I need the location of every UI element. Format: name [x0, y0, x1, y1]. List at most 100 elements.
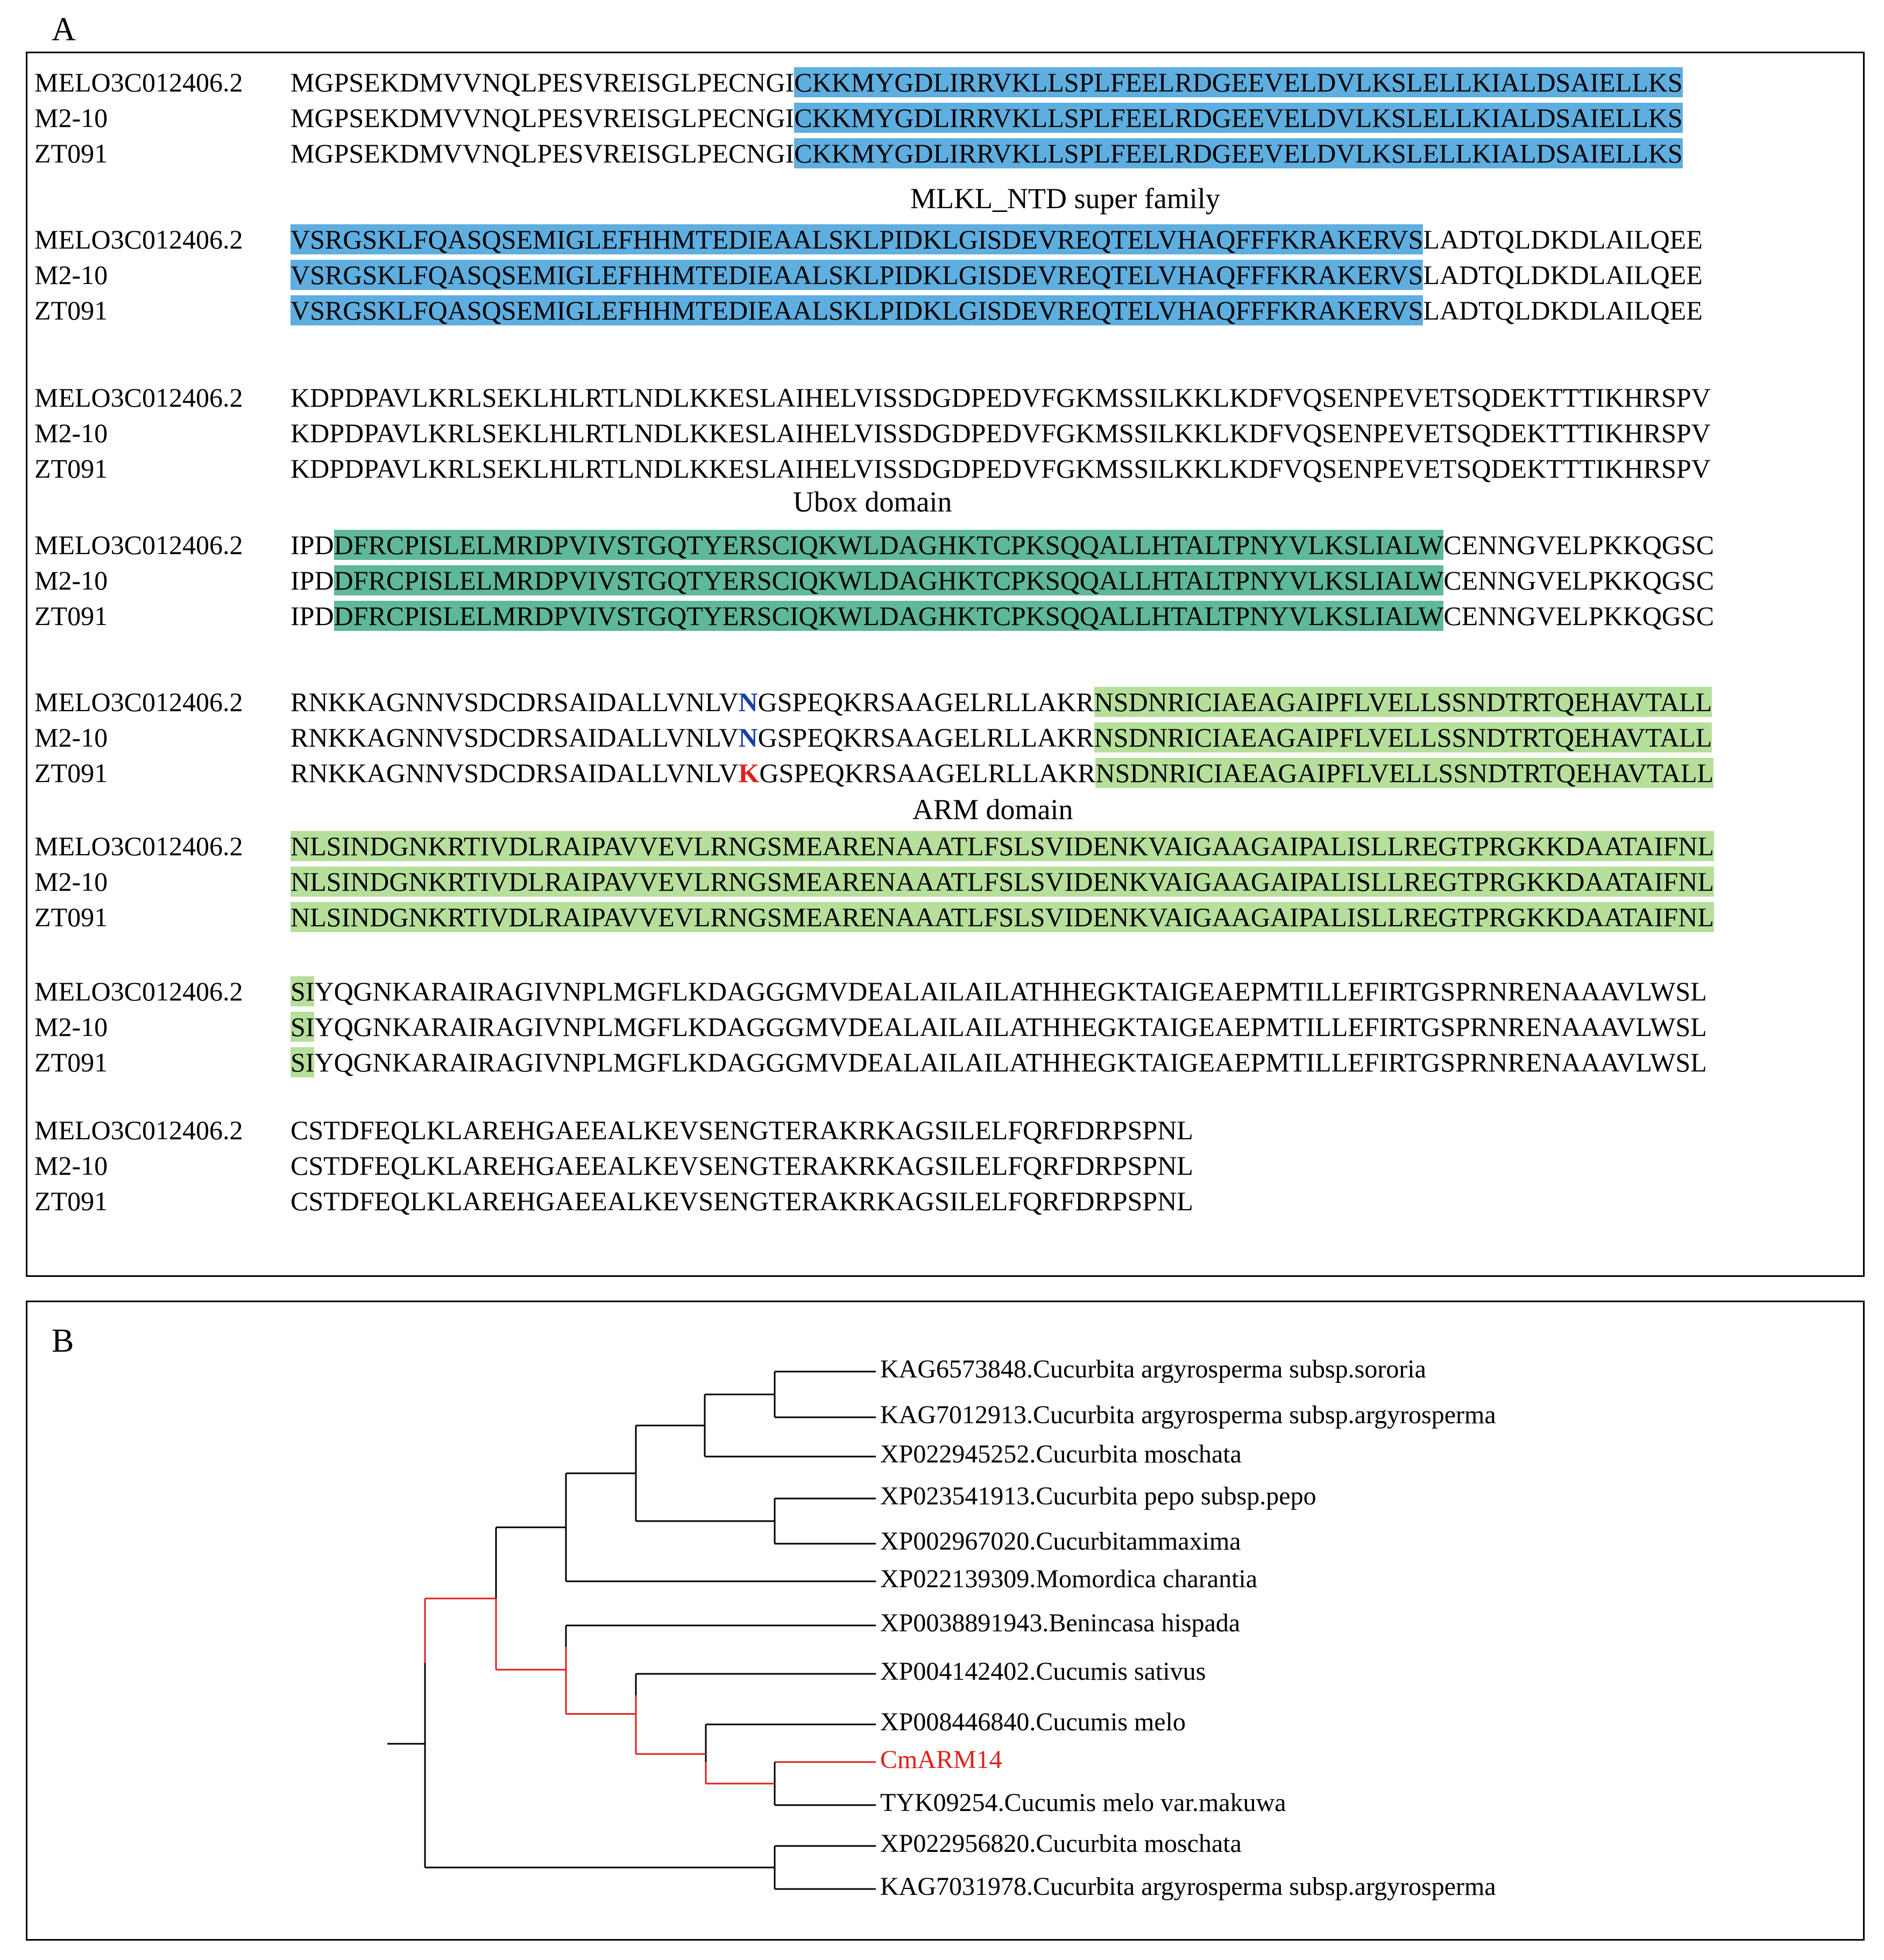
domain-label-arm: ARM domain: [912, 793, 1073, 826]
sequence-residues: VSRGSKLFQASQSEMIGLEFHHMTEDIEAALSKLPIDKLG…: [291, 222, 1703, 257]
sequence-segment-green: NLSINDGNKRTIVDLRAIPAVVEVLRNGSMEARENAAATL…: [291, 902, 1714, 932]
sequence-residues: CSTDFEQLKLAREHGAEEALKEVSENGTERAKRKAGSILE…: [291, 1148, 1193, 1183]
sequence-segment: RNKKAGNNVSDCDRSAIDALLVNLV: [291, 687, 739, 717]
sequence-residues: CSTDFEQLKLAREHGAEEALKEVSENGTERAKRKAGSILE…: [291, 1183, 1193, 1219]
sequence-segment: CSTDFEQLKLAREHGAEEALKEVSENGTERAKRKAGSILE…: [291, 1115, 1193, 1145]
sequence-name: M2-10: [34, 565, 108, 595]
domain-label-mlkl: MLKL_NTD super family: [910, 182, 1220, 215]
tree-leaf: XP023541913.Cucurbita pepo subsp.pepo: [880, 1482, 1316, 1510]
alignment-row: M2-10 MGPSEKDMVVNQLPESVREISGLPECNGICKKMYG…: [0, 100, 1884, 136]
alignment-row: M2-10 IPDDFRCPISLELMRDPVIVSTGQTYERSCIQKWL…: [0, 563, 1884, 598]
sequence-residues: KDPDPAVLKRLSEKLHLRTLNDLKKESLAIHELVISSDGD…: [291, 380, 1711, 415]
sequence-segment-green: NLSINDGNKRTIVDLRAIPAVVEVLRNGSMEARENAAATL…: [291, 867, 1714, 897]
alignment-row: M2-10 NLSINDGNKRTIVDLRAIPAVVEVLRNGSMEAREN…: [0, 864, 1884, 899]
sequence-name: ZT091: [34, 1186, 108, 1216]
sequence-residues: MGPSEKDMVVNQLPESVREISGLPECNGICKKMYGDLIRR…: [291, 65, 1683, 100]
sequence-residues: KDPDPAVLKRLSEKLHLRTLNDLKKESLAIHELVISSDGD…: [291, 451, 1711, 486]
sequence-segment-blue: CKKMYGDLIRRVKLLSPLFEELRDGEEVELDVLKSLELLK…: [794, 138, 1683, 168]
panel-a-frame: [26, 52, 1865, 1277]
tree-leaf: XP002967020.Cucurbitammaxima: [880, 1527, 1241, 1556]
sequence-segment-teal: DFRCPISLELMRDPVIVSTGQTYERSCIQKWLDAGHKTCP…: [334, 565, 1444, 595]
tree-leaf: KAG7012913.Cucurbita argyrosperma subsp.…: [880, 1401, 1496, 1429]
sequence-segment: LADTQLDKDLAILQEE: [1423, 295, 1703, 325]
sequence-segment: IPD: [291, 530, 334, 560]
alignment-row: M2-10 KDPDPAVLKRLSEKLHLRTLNDLKKESLAIHELVI…: [0, 415, 1884, 451]
sequence-name: M2-10: [34, 103, 108, 133]
sequence-segment: CSTDFEQLKLAREHGAEEALKEVSENGTERAKRKAGSILE…: [291, 1186, 1193, 1216]
alignment-row: ZT091 IPDDFRCPISLELMRDPVIVSTGQTYERSCIQKWL…: [0, 598, 1884, 634]
panel-a-label: A: [52, 11, 76, 48]
sequence-segment: LADTQLDKDLAILQEE: [1423, 224, 1703, 254]
sequence-segment: GSPEQKRSAAGELRLLAKR: [757, 687, 1094, 717]
sequence-name: M2-10: [34, 260, 108, 290]
sequence-residues: NLSINDGNKRTIVDLRAIPAVVEVLRNGSMEARENAAATL…: [291, 899, 1714, 935]
sequence-segment: GSPEQKRSAAGELRLLAKR: [757, 722, 1094, 752]
sequence-segment: RNKKAGNNVSDCDRSAIDALLVNLV: [291, 722, 739, 752]
alignment-row: M2-10 VSRGSKLFQASQSEMIGLEFHHMTEDIEAALSKLP…: [0, 257, 1884, 293]
sequence-segment: KDPDPAVLKRLSEKLHLRTLNDLKKESLAIHELVISSDGD…: [291, 453, 1711, 484]
sequence-segment: CSTDFEQLKLAREHGAEEALKEVSENGTERAKRKAGSILE…: [291, 1151, 1193, 1181]
sequence-segment-blue: VSRGSKLFQASQSEMIGLEFHHMTEDIEAALSKLPIDKLG…: [291, 260, 1423, 290]
sequence-name: ZT091: [34, 295, 108, 325]
sequence-name: MELO3C012406.2: [34, 530, 243, 560]
alignment-row: MELO3C012406.2 CSTDFEQLKLAREHGAEEALKEVSEN…: [0, 1112, 1884, 1148]
sequence-residues: VSRGSKLFQASQSEMIGLEFHHMTEDIEAALSKLPIDKLG…: [291, 293, 1703, 328]
sequence-segment: CENNGVELPKKQGSC: [1443, 565, 1715, 595]
sequence-name: ZT091: [34, 758, 108, 788]
sequence-segment-green: SI: [291, 976, 315, 1006]
sequence-segment: LADTQLDKDLAILQEE: [1423, 260, 1703, 290]
sequence-segment-mut-n: N: [738, 722, 758, 752]
sequence-segment-green: SI: [291, 1012, 315, 1042]
tree-leaf: KAG6573848.Cucurbita argyrosperma subsp.…: [880, 1355, 1426, 1383]
tree-leaf: TYK09254.Cucumis melo var.makuwa: [880, 1788, 1286, 1817]
sequence-name: M2-10: [34, 1151, 108, 1181]
sequence-segment-mut-k: K: [738, 758, 760, 788]
sequence-residues: SIYQGNKARAIRAGIVNPLMGFLKDAGGGMVDEALAILAI…: [291, 1045, 1707, 1080]
sequence-residues: SIYQGNKARAIRAGIVNPLMGFLKDAGGGMVDEALAILAI…: [291, 1009, 1707, 1045]
sequence-segment: IPD: [291, 601, 334, 631]
sequence-residues: MGPSEKDMVVNQLPESVREISGLPECNGICKKMYGDLIRR…: [291, 100, 1683, 136]
sequence-segment: YQGNKARAIRAGIVNPLMGFLKDAGGGMVDEALAILAILA…: [314, 1047, 1707, 1077]
sequence-residues: KDPDPAVLKRLSEKLHLRTLNDLKKESLAIHELVISSDGD…: [291, 415, 1711, 451]
alignment-row: ZT091 NLSINDGNKRTIVDLRAIPAVVEVLRNGSMEAREN…: [0, 899, 1884, 935]
sequence-name: MELO3C012406.2: [34, 1115, 243, 1145]
alignment-row: MELO3C012406.2 SIYQGNKARAIRAGIVNPLMGFLKDA…: [0, 974, 1884, 1009]
alignment-row: MELO3C012406.2 MGPSEKDMVVNQLPESVREISGLPEC…: [0, 65, 1884, 100]
alignment-row: MELO3C012406.2 KDPDPAVLKRLSEKLHLRTLNDLKKE…: [0, 380, 1884, 415]
sequence-segment: MGPSEKDMVVNQLPESVREISGLPECNGI: [291, 138, 795, 168]
sequence-name: MELO3C012406.2: [34, 67, 243, 97]
sequence-name: MELO3C012406.2: [34, 687, 243, 717]
sequence-name: M2-10: [34, 1012, 108, 1042]
sequence-segment-green: NSDNRICIAEAGAIPFLVELLSSNDTRTQEHAVTALL: [1095, 758, 1714, 788]
sequence-name: ZT091: [34, 601, 108, 631]
sequence-residues: MGPSEKDMVVNQLPESVREISGLPECNGICKKMYGDLIRR…: [291, 136, 1683, 171]
tree-leaf: XP022956820.Cucurbita moschata: [880, 1829, 1242, 1858]
sequence-segment: CENNGVELPKKQGSC: [1443, 601, 1715, 631]
alignment-row: M2-10 RNKKAGNNVSDCDRSAIDALLVNLVNGSPEQKRSA…: [0, 720, 1884, 755]
sequence-residues: IPDDFRCPISLELMRDPVIVSTGQTYERSCIQKWLDAGHK…: [291, 563, 1714, 598]
alignment-row: MELO3C012406.2 VSRGSKLFQASQSEMIGLEFHHMTED…: [0, 222, 1884, 257]
sequence-segment: CENNGVELPKKQGSC: [1443, 530, 1715, 560]
tree-leaf: XP0038891943.Benincasa hispada: [880, 1609, 1241, 1637]
tree-leaf: KAG7031978.Cucurbita argyrosperma subsp.…: [880, 1872, 1496, 1901]
sequence-segment: KDPDPAVLKRLSEKLHLRTLNDLKKESLAIHELVISSDGD…: [291, 382, 1711, 413]
sequence-segment: GSPEQKRSAAGELRLLAKR: [759, 758, 1096, 788]
sequence-residues: VSRGSKLFQASQSEMIGLEFHHMTEDIEAALSKLPIDKLG…: [291, 257, 1703, 293]
alignment-row: MELO3C012406.2 IPDDFRCPISLELMRDPVIVSTGQTY…: [0, 527, 1884, 563]
sequence-segment-blue: VSRGSKLFQASQSEMIGLEFHHMTEDIEAALSKLPIDKLG…: [291, 224, 1423, 254]
sequence-segment-green: SI: [291, 1047, 315, 1077]
sequence-name: ZT091: [34, 138, 108, 168]
alignment-row: ZT091 MGPSEKDMVVNQLPESVREISGLPECNGICKKMYG…: [0, 136, 1884, 171]
sequence-segment-green: NSDNRICIAEAGAIPFLVELLSSNDTRTQEHAVTALL: [1094, 722, 1712, 752]
sequence-residues: CSTDFEQLKLAREHGAEEALKEVSENGTERAKRKAGSILE…: [291, 1112, 1193, 1148]
sequence-name: M2-10: [34, 722, 108, 752]
sequence-residues: SIYQGNKARAIRAGIVNPLMGFLKDAGGGMVDEALAILAI…: [291, 974, 1707, 1009]
sequence-segment: YQGNKARAIRAGIVNPLMGFLKDAGGGMVDEALAILAILA…: [314, 1012, 1707, 1042]
alignment-row: M2-10 CSTDFEQLKLAREHGAEEALKEVSENGTERAKRKA…: [0, 1148, 1884, 1183]
sequence-name: ZT091: [34, 453, 108, 484]
alignment-row: ZT091 VSRGSKLFQASQSEMIGLEFHHMTEDIEAALSKLP…: [0, 293, 1884, 328]
sequence-segment: YQGNKARAIRAGIVNPLMGFLKDAGGGMVDEALAILAILA…: [314, 976, 1707, 1006]
panel-b-frame: [26, 1301, 1865, 1941]
alignment-row: ZT091 KDPDPAVLKRLSEKLHLRTLNDLKKESLAIHELVI…: [0, 451, 1884, 486]
